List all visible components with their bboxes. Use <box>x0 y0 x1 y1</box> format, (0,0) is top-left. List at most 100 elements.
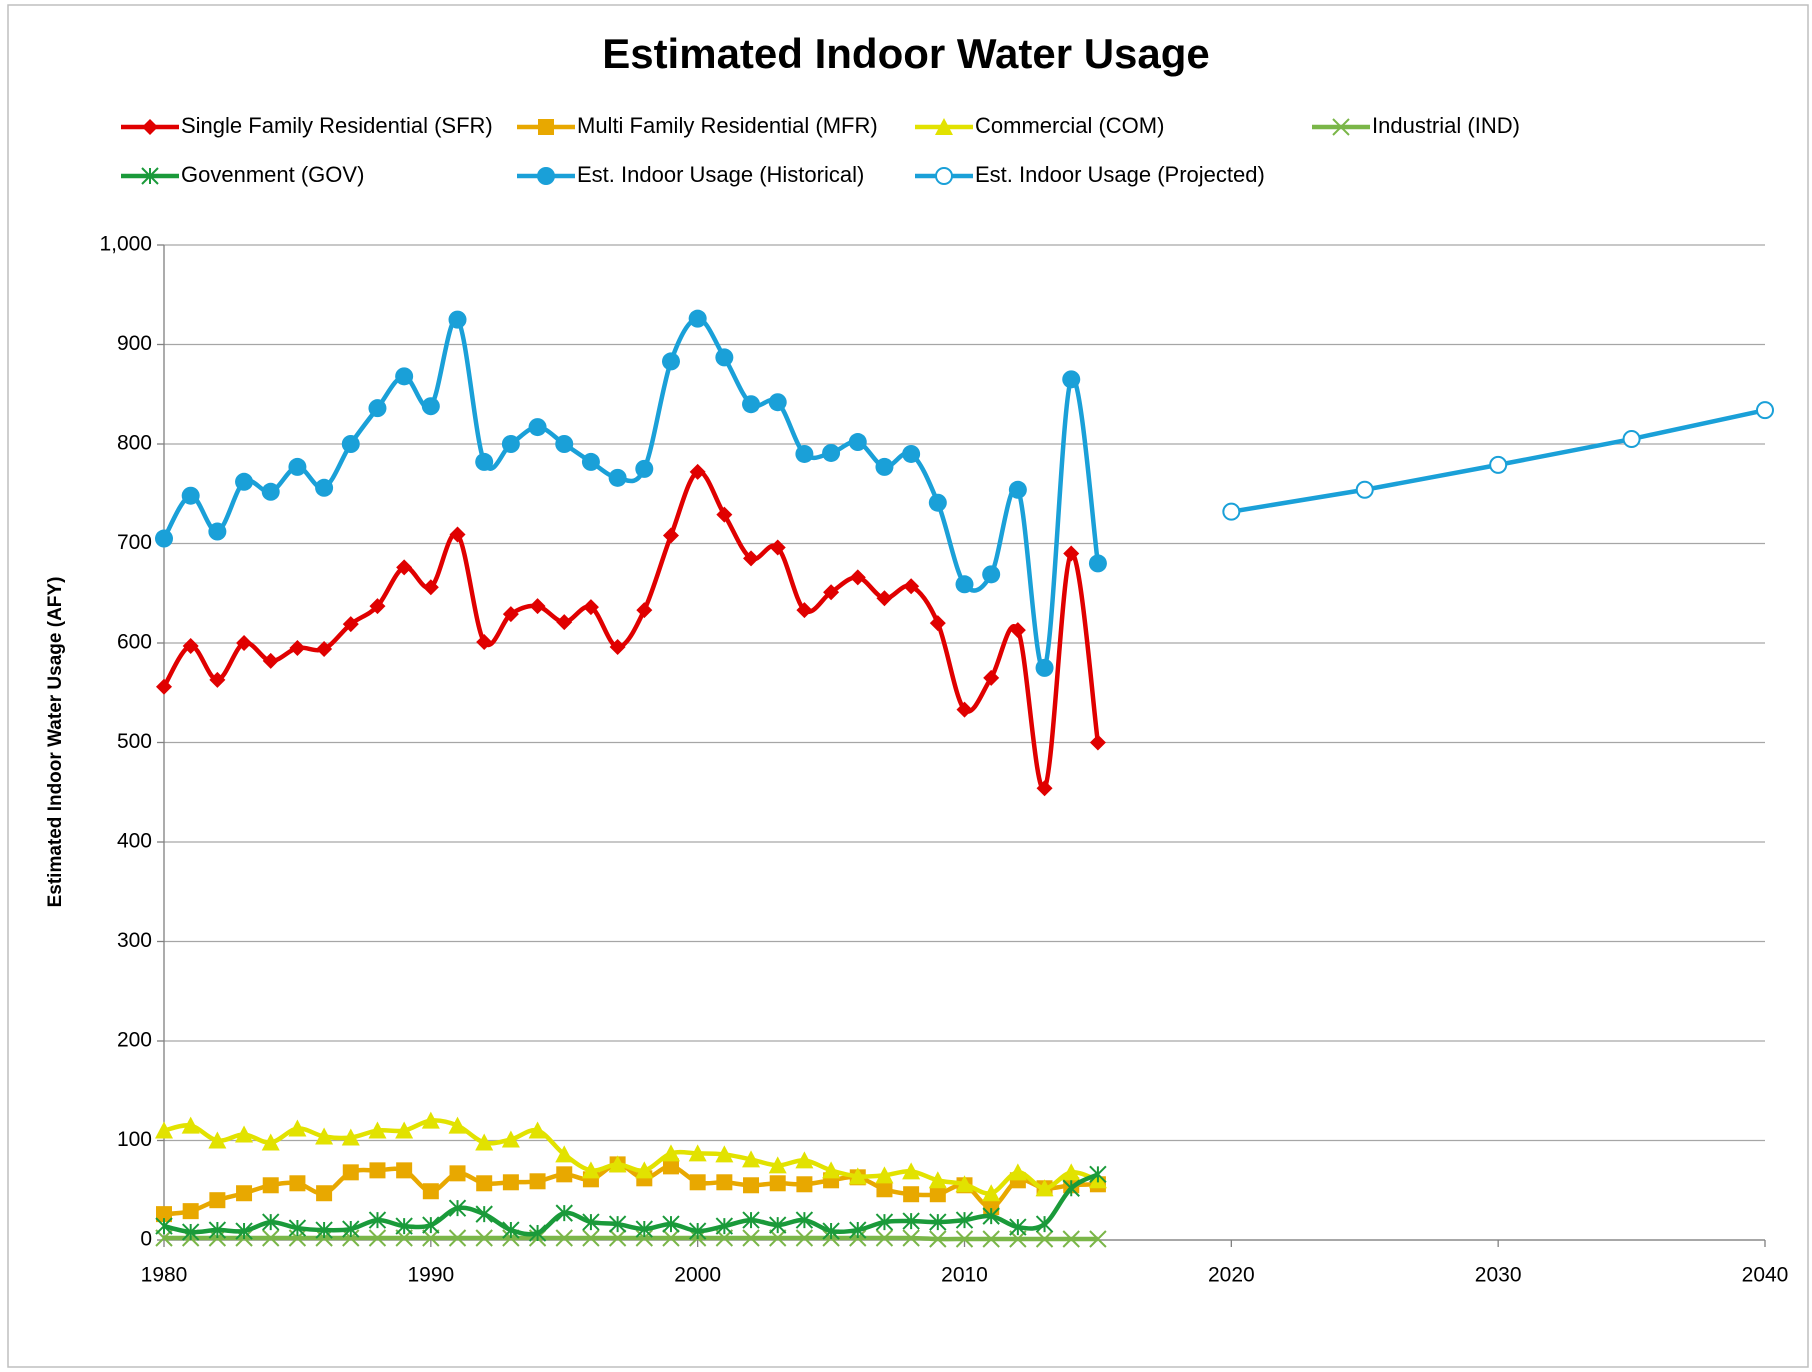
marker <box>555 1145 574 1163</box>
marker <box>715 1217 734 1235</box>
x-tick-label: 2010 <box>941 1264 988 1287</box>
marker <box>369 598 386 615</box>
marker <box>315 1221 333 1239</box>
marker <box>581 452 600 471</box>
marker <box>795 1229 814 1247</box>
marker <box>715 348 734 367</box>
marker <box>902 1212 920 1230</box>
marker <box>661 1144 680 1162</box>
marker <box>1062 1179 1080 1197</box>
marker <box>315 1127 334 1145</box>
marker <box>636 602 653 619</box>
marker <box>529 598 546 615</box>
marker <box>1088 554 1107 573</box>
marker <box>262 652 279 669</box>
marker <box>422 1216 440 1234</box>
marker <box>476 1175 493 1192</box>
legend-item: Govenment (GOV) <box>121 162 364 187</box>
marker <box>982 1207 1000 1225</box>
marker <box>502 1174 519 1191</box>
y-tick-label: 600 <box>117 631 152 654</box>
marker <box>935 167 953 185</box>
marker <box>742 1229 760 1247</box>
legend-item: Single Family Residential (SFR) <box>121 113 493 138</box>
marker <box>395 1217 413 1235</box>
marker <box>1089 734 1106 751</box>
marker <box>688 1144 707 1162</box>
marker <box>528 1121 547 1139</box>
marker <box>1089 1165 1107 1184</box>
marker <box>823 584 840 601</box>
y-tick-label: 200 <box>117 1029 152 1052</box>
marker <box>849 1221 867 1239</box>
marker <box>475 452 494 471</box>
marker <box>341 1128 360 1146</box>
marker <box>448 1229 467 1247</box>
marker <box>368 1211 387 1229</box>
y-tick-label: 800 <box>117 432 152 455</box>
x-tick-label: 2040 <box>1742 1264 1789 1287</box>
marker <box>315 478 334 497</box>
marker <box>208 1221 227 1239</box>
legend-label: Industrial (IND) <box>1372 113 1520 138</box>
marker <box>662 1215 680 1233</box>
series-line <box>164 1235 1098 1242</box>
marker <box>422 1183 439 1200</box>
marker <box>929 615 946 632</box>
marker <box>368 1229 387 1247</box>
marker <box>581 1161 600 1179</box>
marker <box>768 1156 787 1174</box>
marker <box>181 1223 200 1241</box>
series <box>155 1165 1107 1242</box>
marker <box>449 526 466 543</box>
x-tick-label: 1990 <box>407 1264 454 1287</box>
legend-item: Commercial (COM) <box>915 113 1164 138</box>
marker <box>875 1229 894 1247</box>
marker <box>743 550 760 567</box>
marker <box>928 493 947 512</box>
marker <box>795 1151 814 1169</box>
marker <box>556 614 573 631</box>
marker <box>396 1162 413 1179</box>
marker <box>316 1185 333 1202</box>
marker <box>848 433 867 452</box>
marker <box>262 1177 279 1194</box>
marker <box>1009 1218 1027 1236</box>
marker <box>716 1174 733 1191</box>
marker <box>528 1224 547 1242</box>
marker <box>475 1133 494 1151</box>
marker <box>528 418 547 437</box>
marker <box>929 1230 947 1248</box>
marker <box>1035 1215 1054 1233</box>
marker <box>155 1217 173 1235</box>
marker <box>1035 1230 1054 1248</box>
marker <box>609 638 626 655</box>
marker <box>141 167 159 185</box>
marker <box>209 1192 226 1209</box>
chart-title: Estimated Indoor Water Usage <box>602 30 1210 77</box>
marker <box>288 457 307 476</box>
marker <box>341 435 360 453</box>
marker <box>769 1229 787 1247</box>
marker <box>369 1162 386 1179</box>
y-tick-label: 500 <box>117 730 152 753</box>
marker <box>1756 401 1774 420</box>
marker <box>876 1181 893 1198</box>
marker <box>421 397 440 416</box>
marker <box>582 599 599 616</box>
marker <box>1009 622 1026 639</box>
marker <box>955 575 974 594</box>
marker <box>848 1167 867 1185</box>
marker <box>982 1184 1001 1202</box>
marker <box>742 1211 760 1229</box>
marker <box>608 1215 627 1233</box>
marker <box>635 459 654 478</box>
marker <box>422 579 439 596</box>
marker <box>209 671 226 688</box>
marker <box>1062 1163 1081 1181</box>
marker <box>1622 430 1641 449</box>
series <box>1222 401 1774 521</box>
marker <box>448 310 467 329</box>
